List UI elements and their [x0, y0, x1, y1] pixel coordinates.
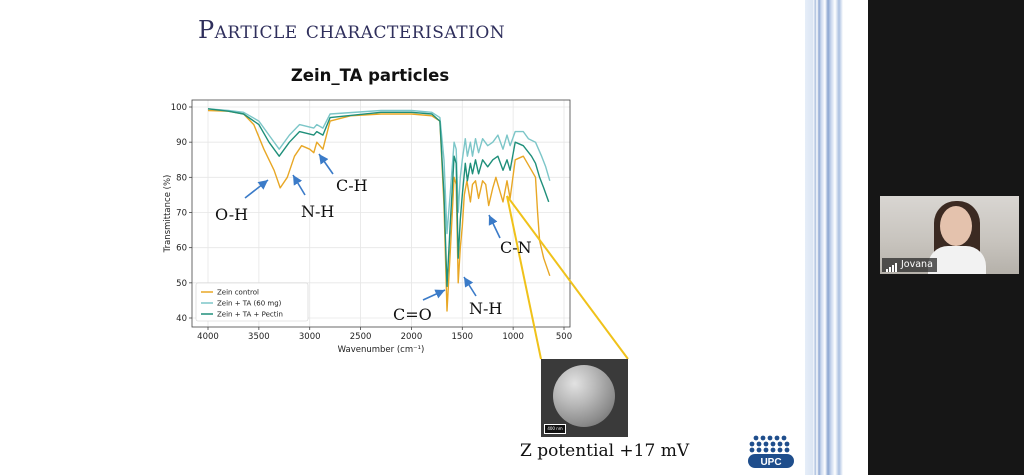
ftir-chart: 4000 3500 3000 2500 2000 1500 1000 500 40 50 60 70 8…	[163, 99, 629, 360]
annotation-c-o: C=O	[393, 305, 432, 324]
x-tick-label: 1500	[451, 332, 473, 342]
annotation-o-h: O-H	[215, 205, 249, 224]
arrow-o-h	[244, 179, 269, 199]
upc-logo: UPC	[748, 435, 794, 468]
callout-line-right	[506, 195, 629, 360]
y-axis-label: Transmittance (%)	[163, 175, 173, 254]
annotation-n-h-2: N-H	[469, 299, 503, 318]
participant-video-tile[interactable]: Jovana	[880, 196, 1019, 274]
series-line-1	[207, 109, 551, 312]
legend-entry: Zein + TA (60 mg)	[217, 300, 282, 308]
y-tick-label: 40	[176, 314, 187, 324]
x-tick-label: 500	[556, 332, 572, 342]
sem-particle-image: 400 nm	[541, 359, 628, 437]
x-tick-label: 2000	[401, 332, 423, 342]
arrow-n-h-2	[463, 276, 477, 297]
participant-name-label: Jovana	[882, 258, 937, 272]
signal-bars-icon	[886, 258, 898, 272]
arrow-c-h	[318, 153, 334, 175]
legend-entry: Zein + TA + Pectin	[217, 311, 283, 319]
legend-box	[195, 282, 309, 322]
participant-face	[940, 206, 972, 246]
y-tick-label: 70	[176, 209, 187, 219]
chart-axes: 4000 3500 3000 2500 2000 1500 1000 500 40 50 60 70 8…	[163, 99, 572, 355]
y-tick-label: 60	[176, 244, 187, 254]
y-tick-label: 90	[176, 138, 187, 148]
particle-sphere	[553, 365, 615, 427]
annotation-c-n: C-N	[500, 238, 532, 257]
chart-title: Zein_TA particles	[290, 66, 450, 85]
legend-entry: Zein control	[217, 289, 259, 297]
svg-text:UPC: UPC	[760, 457, 781, 468]
chart-series	[207, 108, 551, 312]
x-tick-label: 3000	[299, 332, 321, 342]
x-tick-label: 1000	[502, 332, 524, 342]
zeta-potential-text: Z potential +17 mV	[520, 441, 690, 461]
y-tick-label: 100	[171, 103, 187, 113]
annotation-c-h: C-H	[336, 176, 368, 195]
slide-title: Particle characterisation	[198, 16, 506, 44]
arrow-c-n	[488, 214, 501, 239]
plot-frame	[191, 99, 571, 328]
presentation-slide: Particle characterisation Zein_TA partic…	[0, 0, 805, 475]
x-tick-label: 3500	[248, 332, 270, 342]
x-tick-label: 2500	[350, 332, 372, 342]
x-tick-label: 4000	[197, 332, 219, 342]
series-line-2	[207, 108, 551, 235]
window-divider	[805, 0, 868, 475]
participant-name: Jovana	[901, 259, 933, 270]
x-axis-label: Wavenumber (cm⁻¹)	[338, 345, 425, 355]
sem-scale-bar: 400 nm	[544, 424, 566, 434]
annotation-arrows	[244, 153, 501, 301]
participant-body	[928, 246, 986, 274]
annotation-n-h-1: N-H	[301, 202, 335, 221]
series-line-3	[207, 108, 550, 288]
arrow-c-o	[422, 289, 446, 301]
callout-lines	[506, 195, 629, 360]
y-tick-label: 80	[176, 173, 187, 183]
chart-legend: Zein control Zein + TA (60 mg) Zein + TA +…	[195, 282, 309, 322]
arrow-n-h-1	[292, 174, 306, 196]
callout-line-left	[506, 195, 542, 360]
y-tick-label: 50	[176, 279, 187, 289]
